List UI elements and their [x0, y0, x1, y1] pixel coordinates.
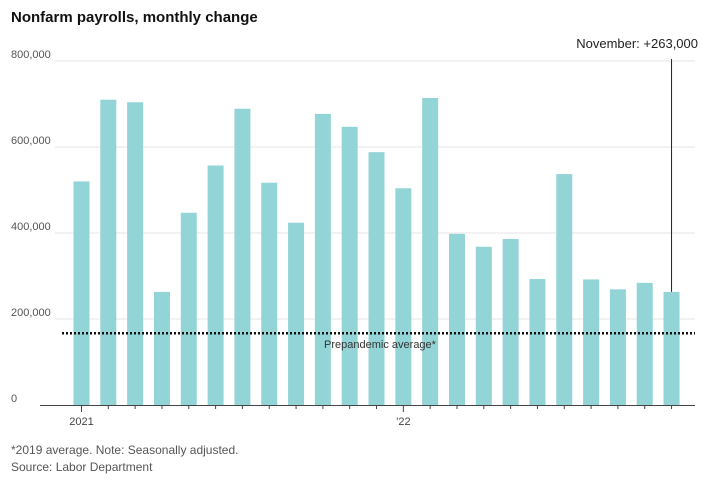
- bar: [100, 99, 117, 405]
- bar: [395, 188, 412, 405]
- bar-chart: 0 200,000 400,000 600,000 800,000 Prepandemic…: [11, 36, 698, 428]
- bar: [368, 152, 385, 405]
- bar: [153, 291, 170, 405]
- reference-line-label: Prepandemic average*: [324, 339, 437, 351]
- bar: [636, 282, 653, 405]
- bar: [127, 102, 144, 405]
- bar: [663, 291, 680, 405]
- x-tick-label: ’22: [396, 416, 411, 428]
- y-tick-label: 200,000: [11, 307, 51, 319]
- chart-title: Nonfarm payrolls, monthly change: [11, 9, 258, 26]
- bar: [314, 113, 331, 405]
- bar: [261, 182, 278, 405]
- bar: [180, 212, 197, 405]
- bar: [207, 165, 224, 405]
- y-tick-label: 800,000: [11, 49, 51, 61]
- bar: [502, 239, 519, 405]
- bar: [341, 126, 358, 405]
- chart-svg: 0 200,000 400,000 600,000 800,000 Prepandemic…: [11, 36, 698, 428]
- footnotes: *2019 average. Note: Seasonally adjusted…: [11, 442, 239, 476]
- y-tick-label: 600,000: [11, 135, 51, 147]
- bar: [288, 222, 305, 405]
- footnote-note: *2019 average. Note: Seasonally adjusted…: [11, 443, 239, 457]
- footnote-source: Source: Labor Department: [11, 460, 153, 474]
- bar: [73, 181, 90, 405]
- bar: [609, 289, 626, 405]
- bar: [583, 279, 600, 405]
- y-tick-label: 0: [11, 393, 17, 405]
- bar: [529, 279, 546, 405]
- bar: [475, 246, 492, 405]
- x-tick-label: 2021: [69, 416, 93, 428]
- bar: [422, 97, 439, 405]
- bar: [556, 174, 573, 405]
- y-tick-label: 400,000: [11, 221, 51, 233]
- annotation-label: November: +263,000: [576, 36, 698, 51]
- bar: [234, 108, 251, 405]
- bar: [448, 233, 465, 405]
